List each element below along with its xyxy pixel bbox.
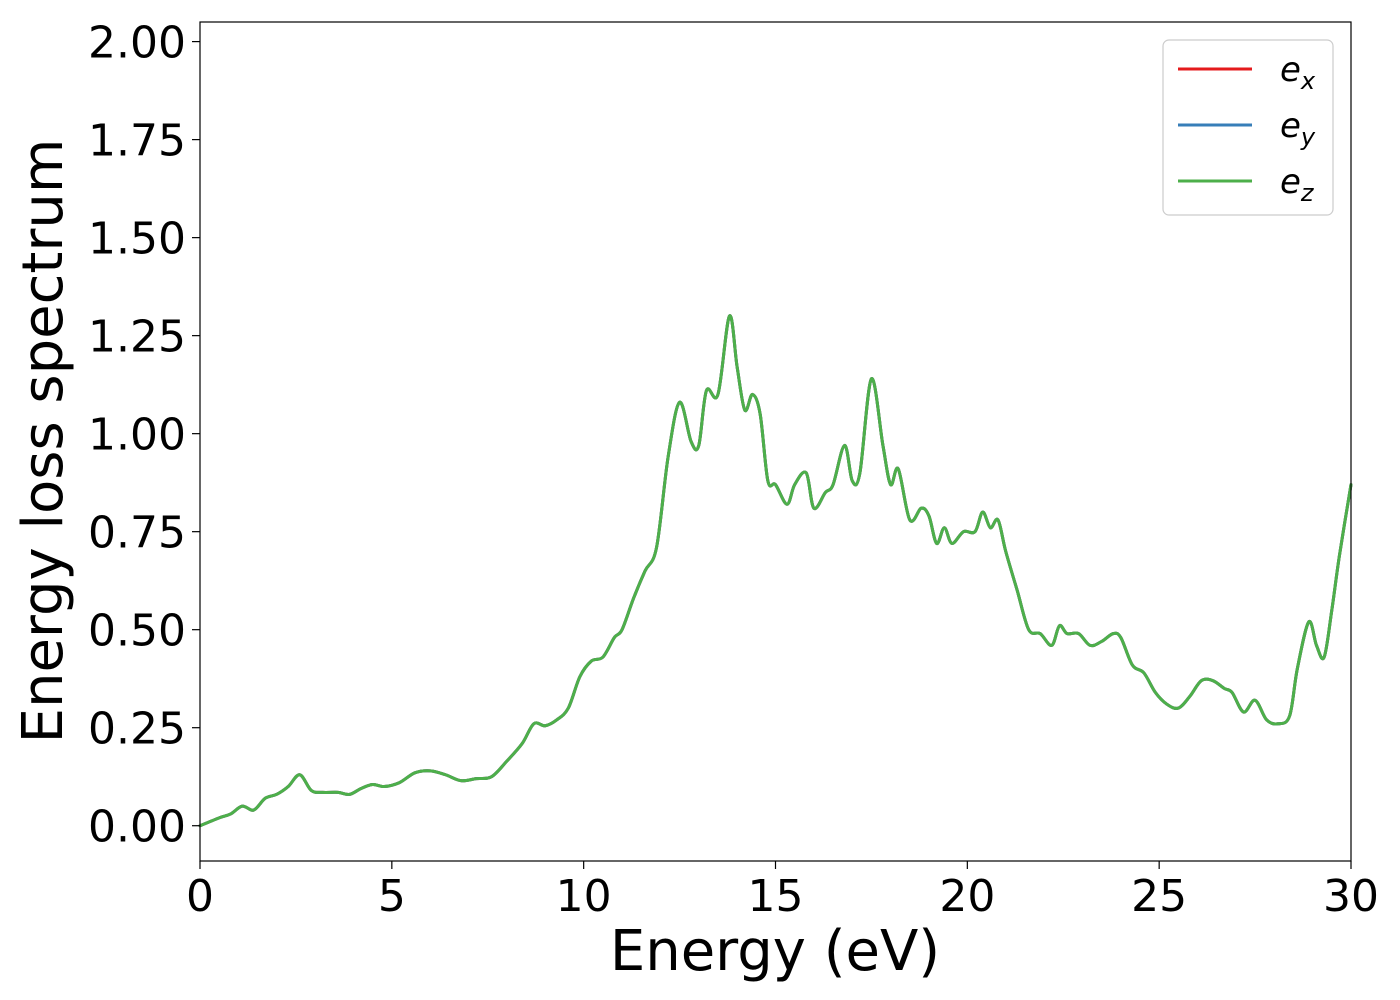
x-axis-title: Energy (eV) <box>610 919 940 984</box>
y-tick-label: 0.75 <box>88 508 186 559</box>
y-axis: 0.00 0.25 0.50 0.75 1.00 1.25 1.50 1.75 2.00 <box>88 18 200 853</box>
x-axis: 0 5 10 15 20 25 30 <box>186 861 1379 922</box>
y-tick-label: 1.50 <box>88 214 186 265</box>
y-axis-title: Energy loss spectrum <box>11 139 76 744</box>
legend-label-base: e <box>1280 162 1301 202</box>
x-tick-label: 0 <box>186 871 214 922</box>
legend-label-e-x: ex <box>1280 50 1316 95</box>
y-tick-label: 1.00 <box>88 410 186 461</box>
y-tick-label: 2.00 <box>88 18 186 69</box>
legend-label-base: e <box>1280 50 1301 90</box>
y-tick-label: 0.50 <box>88 606 186 657</box>
legend-label-subscript: z <box>1300 179 1315 207</box>
y-tick-label: 0.00 <box>88 802 186 853</box>
series-layer <box>198 314 1353 828</box>
x-tick-label: 5 <box>378 871 406 922</box>
x-tick-label: 15 <box>748 871 804 922</box>
legend-label-base: e <box>1280 106 1301 146</box>
y-tick-label: 0.25 <box>88 704 186 755</box>
series-line-e-z <box>198 314 1353 828</box>
y-tick-label: 1.25 <box>88 312 186 363</box>
legend-box <box>1162 39 1334 216</box>
x-tick-label: 20 <box>939 871 995 922</box>
legend-label-subscript: x <box>1300 67 1316 95</box>
legend-label-subscript: y <box>1300 123 1316 151</box>
legend-label-e-y: ey <box>1280 106 1316 151</box>
legend-label-e-z: ez <box>1280 162 1315 207</box>
y-tick-label: 1.75 <box>88 116 186 167</box>
x-tick-label: 25 <box>1131 871 1187 922</box>
x-tick-label: 30 <box>1323 871 1379 922</box>
x-tick-label: 10 <box>556 871 612 922</box>
